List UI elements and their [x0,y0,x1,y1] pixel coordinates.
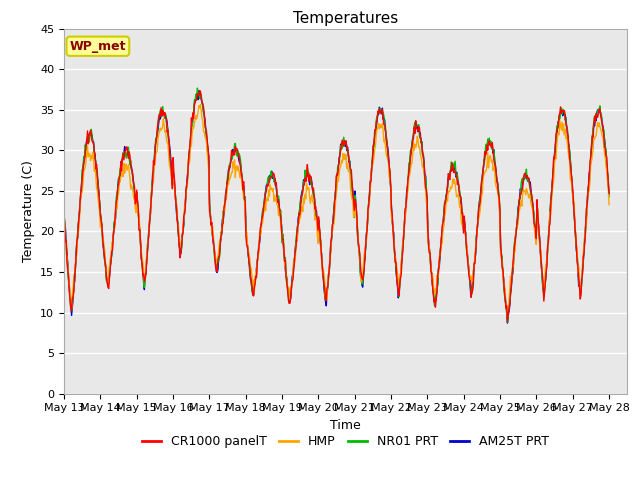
AM25T PRT [419,151,427,157]
NR01 PRT [193,85,201,91]
NR01 PRT [60,211,68,217]
HMP [70,273,77,278]
Text: WP_met: WP_met [70,40,126,53]
AM25T PRT [504,320,511,326]
AM25T PRT [605,192,613,197]
CR1000 panelT [605,191,613,196]
AM25T PRT [195,88,203,94]
AM25T PRT [182,201,189,207]
NR01 PRT [70,283,77,289]
Line: AM25T PRT: AM25T PRT [64,91,609,323]
HMP [419,165,427,171]
HMP [60,209,68,215]
Line: HMP: HMP [64,105,609,317]
Y-axis label: Temperature (C): Temperature (C) [22,160,35,262]
CR1000 panelT [182,204,189,209]
Line: CR1000 panelT: CR1000 panelT [64,91,609,322]
CR1000 panelT [196,88,204,94]
Line: NR01 PRT: NR01 PRT [64,88,609,322]
HMP [211,251,219,257]
NR01 PRT [404,186,412,192]
HMP [605,202,613,208]
AM25T PRT [404,185,412,191]
NR01 PRT [419,152,427,157]
CR1000 panelT [404,183,412,189]
AM25T PRT [70,283,77,288]
HMP [404,191,412,197]
Legend: CR1000 panelT, HMP, NR01 PRT, AM25T PRT: CR1000 panelT, HMP, NR01 PRT, AM25T PRT [137,430,554,453]
CR1000 panelT [60,213,68,218]
AM25T PRT [211,252,219,258]
X-axis label: Time: Time [330,419,361,432]
CR1000 panelT [70,288,77,294]
CR1000 panelT [126,153,134,158]
HMP [504,314,511,320]
NR01 PRT [211,257,219,263]
AM25T PRT [126,157,134,163]
HMP [126,175,134,180]
NR01 PRT [504,319,511,325]
NR01 PRT [605,194,613,200]
CR1000 panelT [211,255,219,261]
NR01 PRT [182,201,189,206]
HMP [182,203,189,208]
CR1000 panelT [504,319,511,324]
NR01 PRT [126,162,134,168]
Title: Temperatures: Temperatures [293,11,398,26]
CR1000 panelT [419,154,427,160]
HMP [196,102,204,108]
AM25T PRT [60,210,68,216]
